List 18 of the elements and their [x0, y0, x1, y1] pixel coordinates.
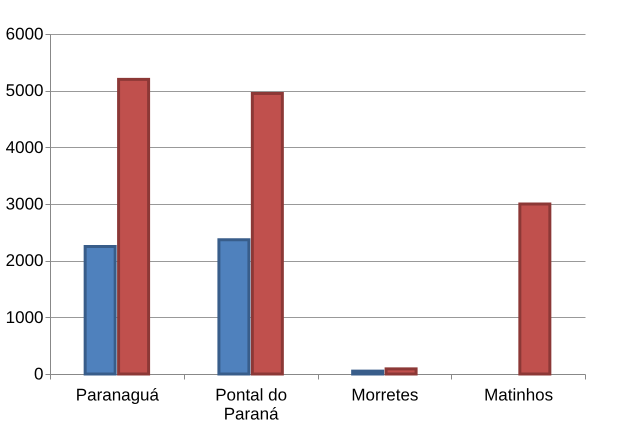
- y-tick-label: 5000: [6, 81, 44, 100]
- y-tick-label: 1000: [6, 308, 44, 327]
- y-tick-label: 6000: [6, 24, 44, 44]
- bar: [84, 245, 117, 376]
- y-tick-label: 0: [34, 364, 44, 384]
- x-tick-label: Matinhos: [484, 386, 554, 404]
- x-tick-label: Paranaguá: [76, 386, 160, 404]
- bar: [217, 238, 250, 376]
- bar: [351, 370, 384, 376]
- bar: [250, 92, 284, 376]
- x-tick-label: Pontal do Paraná: [215, 386, 288, 424]
- bar: [117, 78, 150, 376]
- y-tick-label: 2000: [6, 251, 44, 270]
- y-tick-label: 3000: [6, 194, 44, 214]
- bar: [518, 202, 552, 376]
- x-tick-label: Morretes: [351, 386, 418, 404]
- bar: [384, 367, 418, 376]
- y-tick-label: 4000: [6, 138, 44, 157]
